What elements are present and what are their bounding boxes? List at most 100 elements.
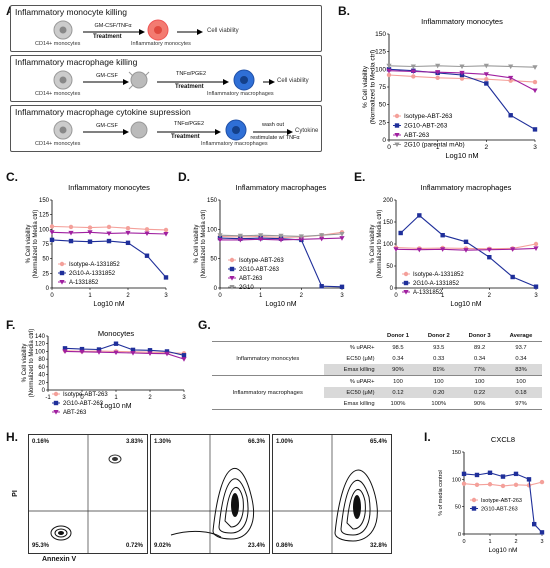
legend-label: Isotype-ABT-263: [404, 113, 453, 120]
x-tick-label: 2: [300, 293, 304, 299]
x-tick-label: 3: [533, 144, 537, 151]
legend-label: 2G10-ABT-263: [239, 267, 280, 273]
x-tick-label: 3: [340, 293, 344, 299]
product-label: Inflammatory macrophages: [207, 91, 274, 97]
y-tick-label: 80: [38, 357, 45, 363]
metric-cell: EC50 (μM): [346, 355, 375, 362]
data-point: [87, 225, 93, 230]
data-point: [416, 247, 422, 253]
data-point: [471, 497, 477, 503]
data-point: [513, 482, 519, 487]
data-point: [435, 70, 441, 75]
x-tick-label: 3: [182, 395, 186, 401]
box-title: Inflammatory macrophage killing: [15, 57, 138, 67]
data-point: [125, 225, 131, 231]
data-point: [237, 233, 243, 239]
y-tick-label: 0: [458, 532, 461, 538]
table-row: Inflammatory macrophages % uPAR+ 100 100…: [212, 375, 542, 410]
y-axis-label: % Cell viability (Normalized to Media ctr…: [370, 210, 383, 279]
legend-label: A-1331852: [69, 280, 99, 286]
data-point: [53, 410, 59, 415]
value-cell: 98.5: [377, 341, 419, 353]
x-tick-label: -1: [45, 395, 51, 401]
data-point: [513, 471, 519, 477]
y-axis-label-line: % Cell viability: [194, 225, 200, 264]
data-point: [96, 347, 102, 352]
data-point: [398, 230, 403, 236]
x-tick-label: 2: [488, 293, 492, 299]
data-point: [533, 246, 539, 251]
data-point: [435, 75, 440, 81]
quadrant-ll: 95.3%: [32, 543, 50, 549]
data-point: [53, 400, 59, 406]
data-point: [144, 227, 150, 232]
data-point: [62, 349, 68, 355]
y-tick-label: 0: [390, 286, 394, 292]
panel-label-b: B.: [338, 4, 350, 18]
panel-label-e: E.: [354, 170, 366, 184]
quadrant-ll: 9.02%: [154, 543, 172, 549]
treatment-label: Treatment: [93, 34, 122, 40]
data-point: [539, 479, 545, 485]
legend-label: 2G10-A-1331852: [69, 271, 116, 277]
data-point: [164, 351, 170, 357]
quadrant-ul: 0.16%: [32, 439, 50, 445]
table-row: EC50 (μM) 0.12 0.20 0.22 0.18: [212, 387, 542, 398]
data-point: [532, 127, 538, 132]
step1-label: GM-CSF: [96, 123, 118, 129]
legend-label: Isotype-A-1331852: [69, 262, 120, 268]
legend-label: 2G10 (parental mAb): [404, 142, 465, 149]
data-point: [532, 65, 538, 70]
y-tick-label: 25: [379, 119, 387, 126]
chart-title: Inflammatory macrophages: [421, 183, 512, 192]
data-point: [463, 239, 469, 244]
data-point: [394, 113, 400, 119]
data-point: [144, 253, 150, 258]
x-tick-label: 1: [488, 539, 491, 545]
y-tick-label: 50: [210, 257, 217, 263]
quadrant-ur: 66.3%: [247, 439, 265, 445]
quadrant-lr: 0.72%: [125, 543, 143, 549]
metric-cell: Emax killing: [323, 364, 378, 376]
data-point: [163, 227, 169, 233]
y-tick-label: 50: [42, 257, 49, 263]
wash-label: wash out: [261, 122, 284, 128]
data-point: [483, 72, 489, 77]
data-point: [130, 347, 136, 353]
data-point: [106, 224, 112, 230]
legend-label: 2G10-ABT-263: [63, 401, 104, 407]
summary-table: Donor 1 Donor 2 Donor 3 Average Inflamma…: [212, 330, 542, 410]
product-label: Inflammatory macrophages: [201, 141, 268, 147]
quadrant-ll: 0.86%: [276, 543, 294, 549]
value-cell: 100: [516, 378, 526, 385]
chart-e: Inflammatory macrophages 0 50 100 150 200 0 1 2 3…: [370, 183, 539, 308]
product-label: Inflammatory monocytes: [131, 41, 191, 47]
x-tick-label: 1: [88, 293, 92, 299]
data-point: [410, 64, 416, 70]
panel-label-g: G.: [198, 318, 211, 332]
data-point: [532, 79, 538, 85]
data-point: [164, 349, 170, 354]
x-tick-label: 0: [394, 293, 398, 299]
chart-title: CXCL8: [491, 435, 515, 444]
value-cell: 81%: [418, 364, 460, 376]
data-point: [508, 64, 514, 70]
y-axis-label-line: (Normalized to Media ctrl): [33, 210, 39, 279]
data-point: [339, 284, 345, 290]
table-row: Inflammatory monocytes % uPAR+ 98.5 93.5…: [212, 341, 542, 376]
data-point: [125, 240, 131, 246]
data-point: [339, 236, 345, 241]
data-point: [319, 284, 324, 289]
legend-label: Isotype-ABT-263: [481, 498, 522, 504]
data-point: [49, 224, 55, 229]
data-point: [181, 357, 187, 362]
data-point: [59, 280, 65, 285]
data-point: [539, 530, 545, 535]
data-point: [435, 63, 441, 69]
data-point: [411, 74, 416, 79]
y-tick-label: 150: [452, 450, 461, 456]
data-point: [217, 233, 223, 238]
value-cell: 93.7: [500, 341, 542, 353]
x-tick-label: 1: [114, 395, 118, 401]
y-tick-label: 120: [35, 342, 46, 348]
